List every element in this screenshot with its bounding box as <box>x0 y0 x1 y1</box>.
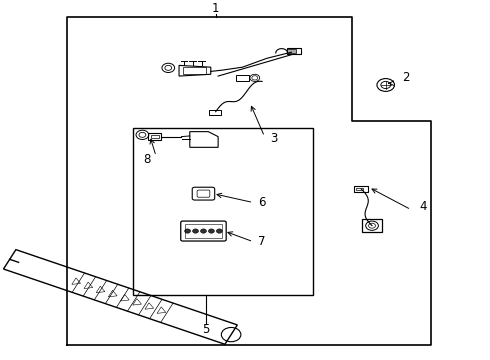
Polygon shape <box>287 49 296 53</box>
Text: 8: 8 <box>144 153 151 166</box>
Text: 4: 4 <box>419 199 427 213</box>
Circle shape <box>208 229 214 233</box>
Bar <box>183 67 206 74</box>
Bar <box>133 128 314 295</box>
Text: 7: 7 <box>258 235 266 248</box>
Circle shape <box>193 229 198 233</box>
Circle shape <box>185 229 191 233</box>
Text: 5: 5 <box>202 323 210 336</box>
Text: 3: 3 <box>270 132 278 145</box>
Circle shape <box>217 229 222 233</box>
Text: 1: 1 <box>212 2 220 15</box>
Text: 6: 6 <box>258 196 266 209</box>
Text: 2: 2 <box>402 71 410 84</box>
Circle shape <box>200 229 206 233</box>
Bar <box>185 224 222 238</box>
